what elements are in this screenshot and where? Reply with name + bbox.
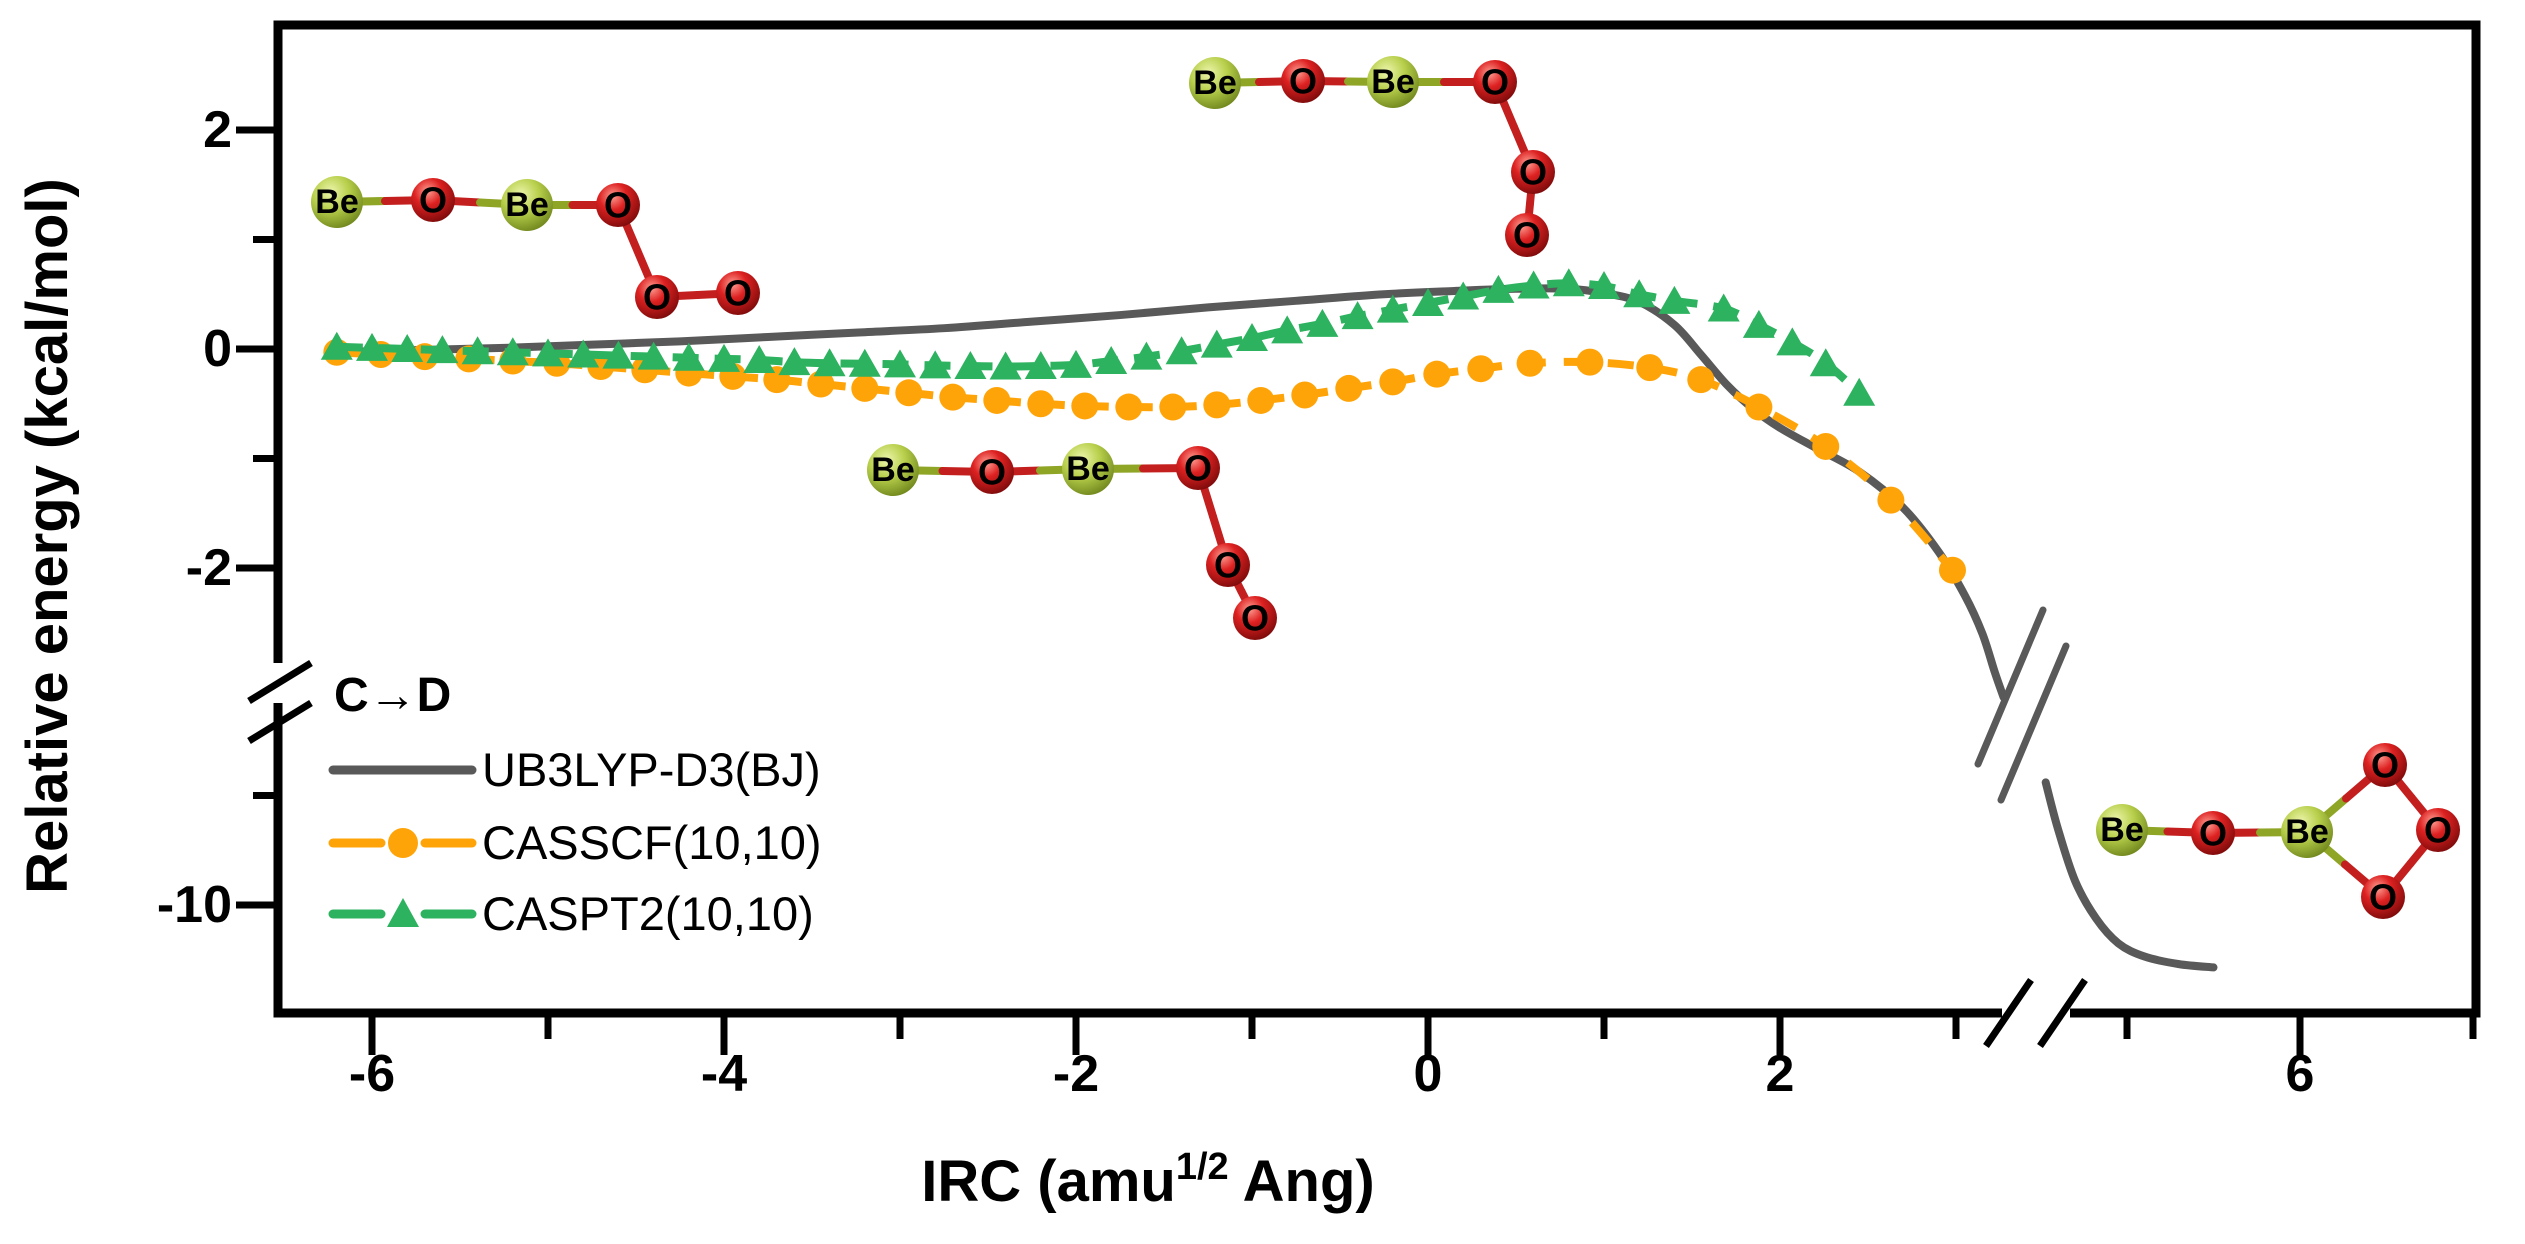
legend-title: C→D bbox=[334, 669, 452, 722]
svg-text:O: O bbox=[1519, 152, 1547, 193]
svg-text:O: O bbox=[419, 180, 447, 221]
x-tick-label: 6 bbox=[2285, 1045, 2315, 1103]
x-axis-title: IRC (amu1/2 Ang) bbox=[698, 1146, 1598, 1215]
x-tick-label: 2 bbox=[1765, 1045, 1795, 1103]
svg-text:O: O bbox=[2199, 813, 2227, 854]
x-tick-label: 0 bbox=[1413, 1045, 1443, 1103]
svg-text:Be: Be bbox=[1066, 450, 1109, 488]
svg-text:O: O bbox=[604, 185, 632, 226]
x-tick-label: -4 bbox=[700, 1045, 748, 1103]
y-tick-label: -10 bbox=[156, 876, 232, 934]
svg-text:O: O bbox=[1513, 215, 1541, 256]
svg-text:Be: Be bbox=[1371, 63, 1414, 101]
svg-text:Be: Be bbox=[2100, 811, 2143, 849]
svg-text:Be: Be bbox=[1193, 64, 1236, 102]
x-axis-title-prefix: IRC (amu bbox=[921, 1149, 1176, 1214]
svg-text:Be: Be bbox=[505, 186, 548, 224]
svg-text:O: O bbox=[978, 452, 1006, 493]
svg-text:O: O bbox=[724, 273, 752, 314]
svg-text:Be: Be bbox=[2285, 813, 2328, 851]
legend-marker-samples bbox=[328, 765, 477, 927]
svg-text:O: O bbox=[1289, 61, 1317, 102]
svg-text:O: O bbox=[1241, 598, 1269, 639]
x-axis-title-suffix: Ang) bbox=[1228, 1149, 1375, 1214]
svg-text:O: O bbox=[1184, 448, 1212, 489]
svg-text:O: O bbox=[2369, 877, 2397, 918]
axis-break-markers bbox=[247, 660, 2088, 1048]
svg-text:O: O bbox=[2371, 745, 2399, 786]
svg-text:Be: Be bbox=[315, 183, 358, 221]
svg-text:O: O bbox=[1214, 545, 1242, 586]
svg-text:O: O bbox=[1481, 62, 1509, 103]
svg-text:Be: Be bbox=[871, 451, 914, 489]
x-tick-label: -2 bbox=[1052, 1045, 1100, 1103]
x-axis-title-superscript: 1/2 bbox=[1175, 1146, 1229, 1188]
svg-text:O: O bbox=[643, 277, 671, 318]
legend-item-label: UB3LYP-D3(BJ) bbox=[482, 743, 821, 796]
x-tick-label: -6 bbox=[348, 1045, 396, 1103]
y-tick-label: 0 bbox=[203, 320, 232, 378]
data-curves bbox=[320, 268, 2218, 972]
legend-item-label: CASSCF(10,10) bbox=[482, 816, 822, 869]
legend-item-label: CASPT2(10,10) bbox=[482, 887, 814, 940]
axes-frame bbox=[236, 20, 2481, 1055]
y-tick-label: 2 bbox=[203, 101, 232, 159]
svg-text:O: O bbox=[2424, 810, 2452, 851]
y-tick-label: -2 bbox=[185, 539, 232, 597]
